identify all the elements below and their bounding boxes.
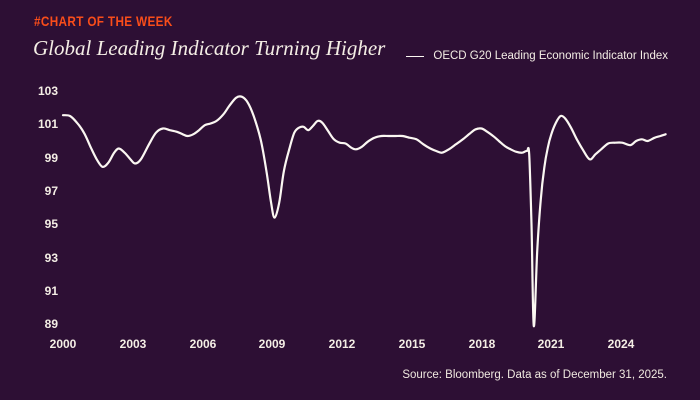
legend-label: OECD G20 Leading Economic Indicator Inde… <box>433 50 668 62</box>
x-axis-tick-2015: 2015 <box>398 337 426 351</box>
y-axis-tick-101: 101 <box>37 117 58 131</box>
y-axis-tick-103: 103 <box>37 84 58 98</box>
x-axis-tick-2021: 2021 <box>537 337 565 351</box>
legend: OECD G20 Leading Economic Indicator Inde… <box>406 50 668 62</box>
x-axis-tick-2018: 2018 <box>468 337 496 351</box>
kicker-label: #CHART OF THE WEEK <box>34 13 173 29</box>
legend-line-swatch <box>406 55 425 57</box>
y-axis-tick-95: 95 <box>44 217 58 231</box>
x-axis-tick-2000: 2000 <box>49 337 77 351</box>
source-note: Source: Bloomberg. Data as of December 3… <box>402 369 667 381</box>
x-axis-tick-2009: 2009 <box>258 337 286 351</box>
x-axis-tick-2003: 2003 <box>119 337 147 351</box>
y-axis-tick-91: 91 <box>44 284 58 298</box>
y-axis-tick-97: 97 <box>44 184 58 198</box>
x-axis-tick-2006: 2006 <box>189 337 217 351</box>
page-title: Global Leading Indicator Turning Higher <box>33 36 386 60</box>
indicator-line <box>61 95 667 328</box>
y-axis-tick-99: 99 <box>44 151 58 165</box>
y-axis-tick-89: 89 <box>44 317 58 331</box>
y-axis-tick-93: 93 <box>44 251 58 265</box>
x-axis-tick-2012: 2012 <box>328 337 356 351</box>
x-axis-tick-2024: 2024 <box>607 337 635 351</box>
